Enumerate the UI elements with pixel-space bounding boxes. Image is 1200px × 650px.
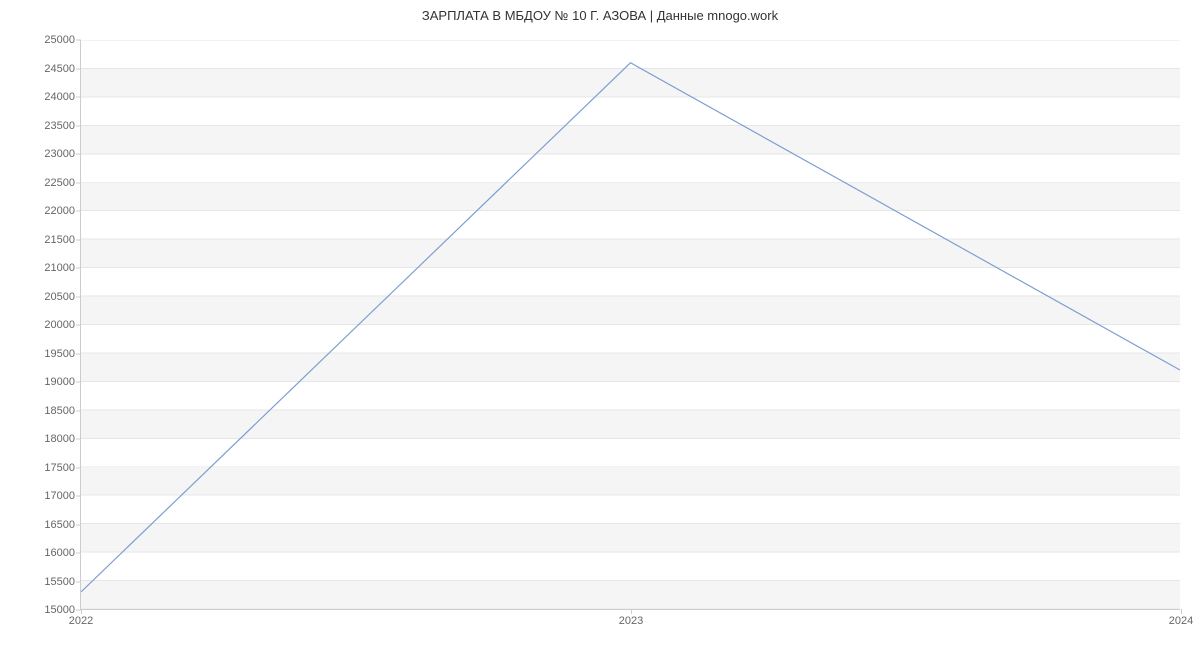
chart-title: ЗАРПЛАТА В МБДОУ № 10 Г. АЗОВА | Данные … [0,8,1200,23]
x-tick-label: 2024 [1169,615,1193,627]
x-tick-label: 2022 [69,615,93,627]
y-tick-label: 16500 [44,519,75,531]
y-tick-label: 19000 [44,376,75,388]
salary-line-chart: ЗАРПЛАТА В МБДОУ № 10 Г. АЗОВА | Данные … [0,0,1200,650]
y-tick-label: 20000 [44,319,75,331]
y-tick-label: 17500 [44,462,75,474]
y-tick-label: 23000 [44,148,75,160]
plot-svg [81,40,1180,609]
y-tick-label: 18000 [44,433,75,445]
plot-area: 1500015500160001650017000175001800018500… [80,40,1180,610]
x-tick-label: 2023 [619,615,643,627]
y-tick-label: 25000 [44,34,75,46]
y-tick-label: 20500 [44,291,75,303]
y-tick-label: 24000 [44,91,75,103]
y-tick-label: 16000 [44,547,75,559]
y-tick-label: 22000 [44,205,75,217]
y-tick-label: 24500 [44,63,75,75]
y-tick-label: 15500 [44,576,75,588]
y-tick-label: 23500 [44,120,75,132]
y-tick-label: 17000 [44,490,75,502]
y-tick-label: 18500 [44,405,75,417]
y-tick-label: 21000 [44,262,75,274]
y-tick-label: 21500 [44,234,75,246]
y-tick-label: 19500 [44,348,75,360]
y-tick-label: 22500 [44,177,75,189]
